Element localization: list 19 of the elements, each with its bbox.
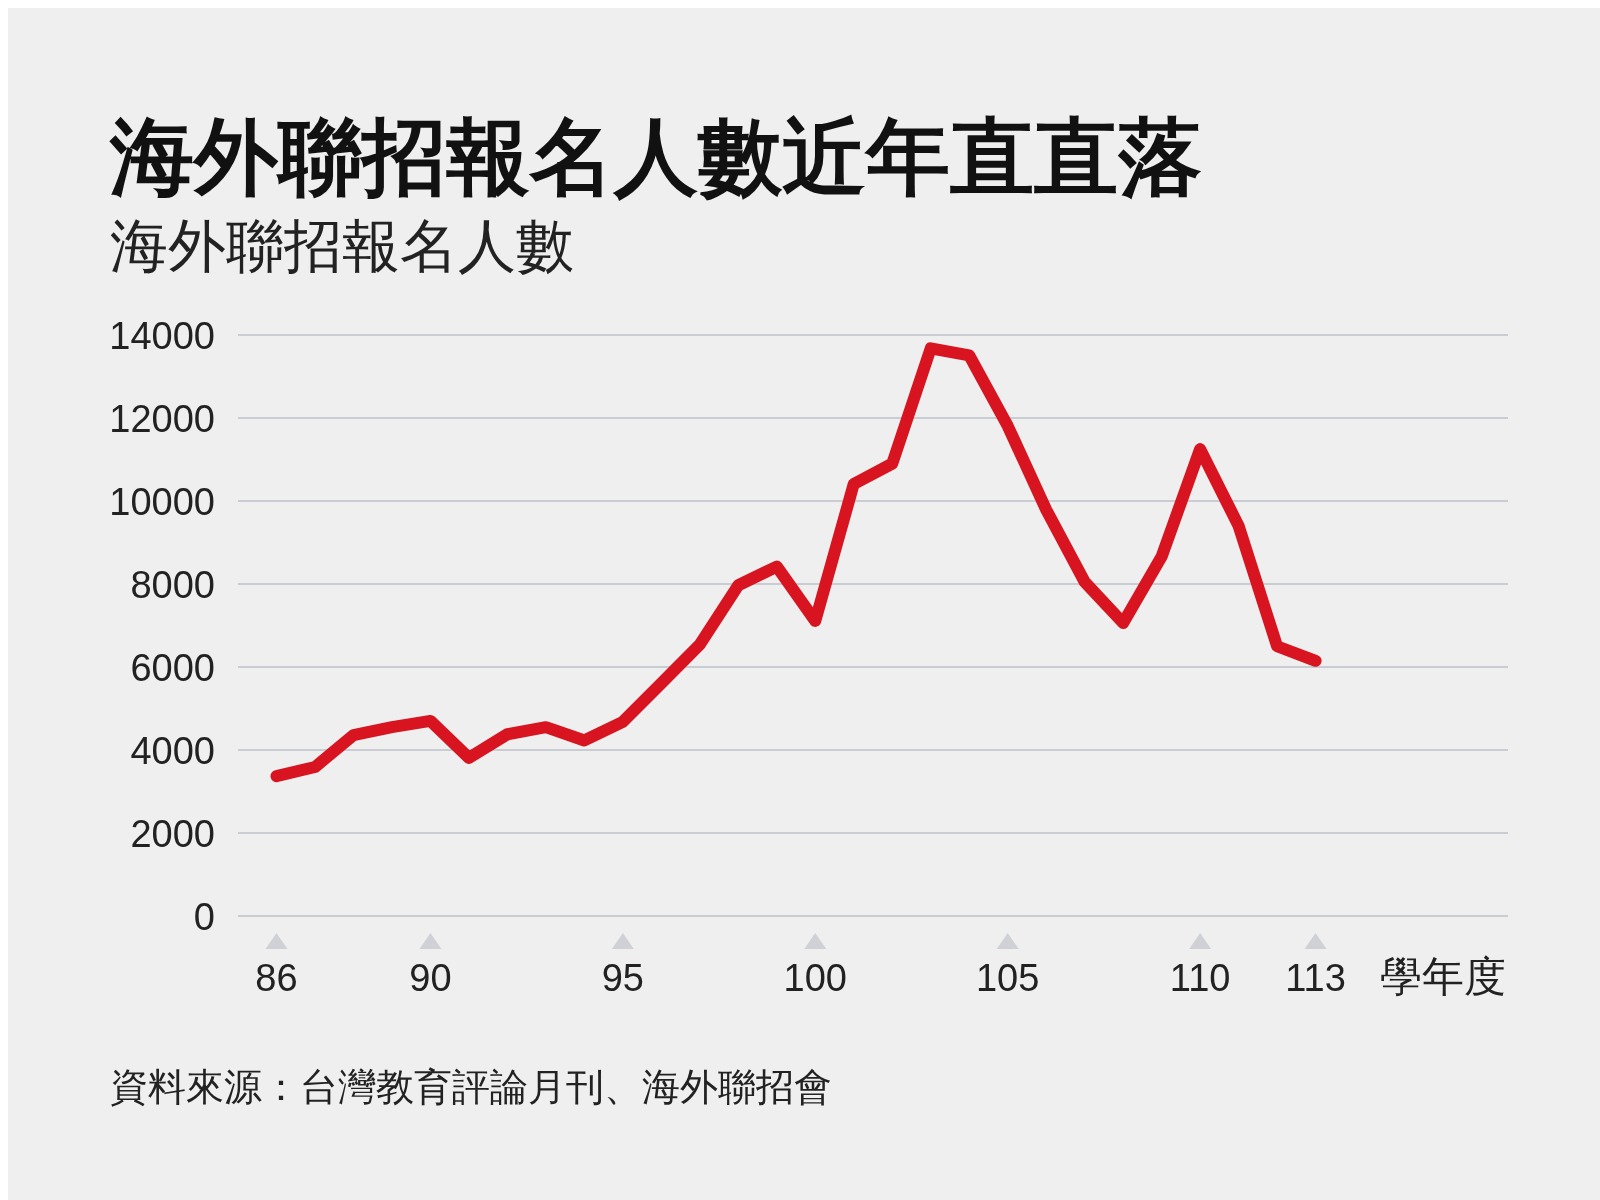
source-note: 資料來源：台灣教育評論月刊、海外聯招會: [110, 1066, 832, 1108]
x-tick-label: 113: [1285, 957, 1346, 999]
x-tick-label: 90: [409, 957, 452, 999]
y-tick-label: 12000: [109, 397, 215, 440]
x-axis-title: 學年度: [1380, 953, 1506, 1000]
y-tick-label: 10000: [109, 480, 215, 523]
x-tick-label: 105: [975, 957, 1040, 999]
x-tick-label: 86: [255, 957, 298, 999]
y-tick-label: 0: [193, 895, 215, 938]
chart-title: 海外聯招報名人數近年直直落: [109, 110, 1202, 204]
x-tick-label: 95: [601, 957, 644, 999]
chart-subtitle: 海外聯招報名人數: [110, 213, 574, 278]
y-tick-label: 4000: [130, 729, 215, 772]
x-tick-label: 100: [783, 957, 847, 999]
y-tick-label: 8000: [130, 563, 215, 606]
x-tick-label: 110: [1169, 957, 1231, 999]
y-tick-label: 2000: [130, 812, 215, 855]
y-tick-label: 6000: [130, 646, 215, 689]
y-tick-label: 14000: [109, 314, 215, 357]
